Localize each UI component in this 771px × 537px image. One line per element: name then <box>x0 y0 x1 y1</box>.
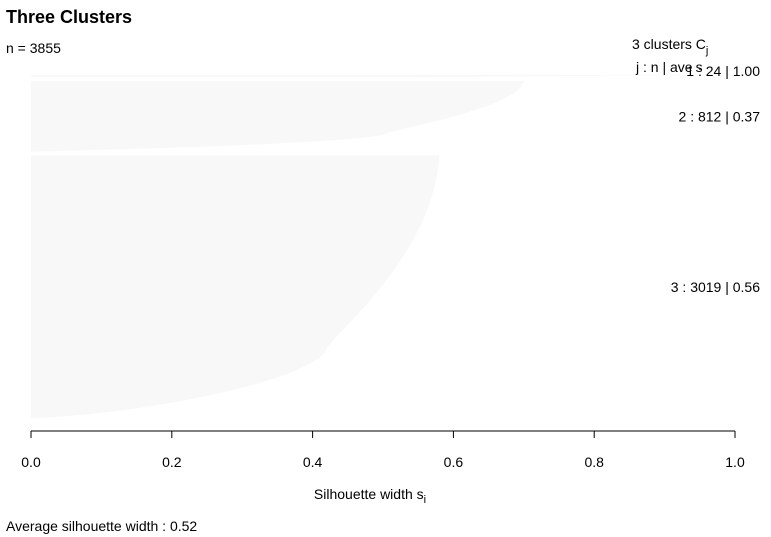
chart-title: Three Clusters <box>6 7 132 27</box>
x-axis: 0.0 0.2 0.4 0.6 0.8 1.0 <box>21 430 745 470</box>
x-tick-label: 0.6 <box>444 454 464 470</box>
x-tick-label: 0.4 <box>303 454 323 470</box>
legend-header-row: j : n | ave s <box>635 59 703 75</box>
x-axis-ticks: 0.0 0.2 0.4 0.6 0.8 1.0 <box>21 431 745 470</box>
average-silhouette-width: Average silhouette width : 0.52 <box>6 518 197 534</box>
x-tick-label: 1.0 <box>725 454 745 470</box>
chart-subtitle: n = 3855 <box>6 40 61 56</box>
x-tick-label: 0.0 <box>21 454 41 470</box>
cluster-label-3: 3 : 3019 | 0.56 <box>671 279 760 295</box>
cluster-label-2: 2 : 812 | 0.37 <box>679 108 761 124</box>
silhouette-bar-cluster-1 <box>31 75 735 78</box>
legend-title: 3 clusters Cj <box>632 36 708 57</box>
silhouette-bars <box>31 75 735 419</box>
x-axis-label: Silhouette width si <box>314 486 426 506</box>
x-tick-label: 0.8 <box>584 454 604 470</box>
x-tick-label: 0.2 <box>162 454 182 470</box>
silhouette-bar-cluster-2 <box>31 81 524 152</box>
cluster-labels: 1 : 24 | 1.00 2 : 812 | 0.37 3 : 3019 | 0.… <box>671 63 760 295</box>
cluster-label-1: 1 : 24 | 1.00 <box>686 63 760 79</box>
silhouette-bar-cluster-3 <box>31 155 440 419</box>
